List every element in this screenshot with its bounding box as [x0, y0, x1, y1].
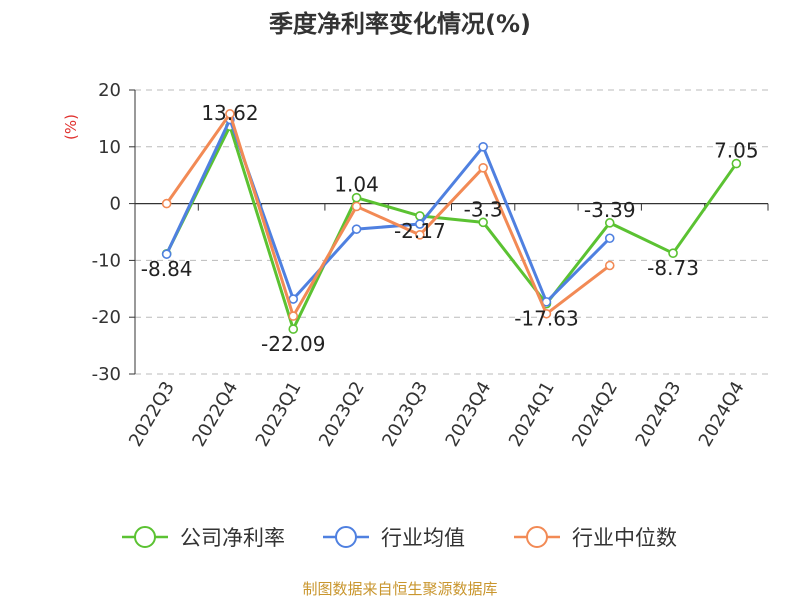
data-point	[541, 308, 552, 319]
x-tick-label: 2022Q4	[188, 378, 242, 450]
y-axis-unit-label: (%)	[62, 114, 80, 140]
x-tick-label: 2022Q3	[125, 378, 179, 450]
y-tick-label: 0	[110, 194, 121, 215]
chart-title: 季度净利率变化情况(%)	[269, 10, 531, 38]
data-point	[478, 217, 488, 228]
x-tick-labels: 2022Q3 2022Q4 2023Q1 2023Q2 2023Q3 2023Q4 2024…	[125, 378, 749, 450]
series-line	[165, 112, 611, 318]
data-point	[478, 163, 488, 173]
data-point	[351, 224, 362, 234]
data-point	[225, 109, 235, 119]
legend-marker	[335, 526, 357, 548]
legend-label: 公司净利率	[180, 526, 285, 550]
y-tick-label: -10	[92, 250, 121, 271]
data-point	[604, 260, 615, 271]
y-tick-label: -30	[92, 364, 121, 385]
data-point	[415, 230, 425, 240]
series-1	[161, 114, 615, 307]
data-point	[604, 218, 615, 228]
legend-marker	[526, 526, 548, 548]
data-label: 1.04	[334, 173, 379, 197]
grid-lines	[135, 89, 768, 375]
data-point	[604, 233, 615, 244]
data-label: -2.17	[394, 219, 446, 243]
legend-item-1: 行业均值	[323, 526, 465, 550]
data-point	[161, 249, 172, 259]
data-point	[351, 201, 362, 212]
legend-item-2: 行业中位数	[514, 526, 677, 550]
x-tick-label: 2023Q1	[252, 378, 306, 450]
data-point	[478, 142, 488, 152]
data-label: -17.63	[514, 307, 578, 331]
data-label: 7.05	[714, 139, 759, 163]
legend: 公司净利率 行业均值 行业中位数	[122, 526, 677, 550]
legend-item-0: 公司净利率	[122, 526, 285, 550]
data-label: -3.3	[464, 197, 503, 221]
x-tick-label: 2023Q2	[315, 378, 369, 450]
x-tick-label: 2023Q3	[378, 378, 432, 450]
data-point	[161, 198, 172, 209]
legend-label: 行业中位数	[572, 526, 677, 550]
data-point	[288, 324, 299, 334]
data-label: -22.09	[261, 332, 325, 356]
data-label: 13.62	[201, 101, 258, 125]
data-label: -8.84	[141, 257, 193, 281]
series-2	[161, 109, 615, 321]
y-tick-label: 20	[98, 80, 121, 101]
x-tick-label: 2023Q4	[442, 378, 496, 450]
data-point	[731, 158, 742, 169]
data-point	[288, 294, 299, 304]
legend-marker	[134, 526, 156, 548]
series-line	[165, 124, 738, 331]
series-lines	[161, 109, 742, 334]
data-point	[288, 311, 299, 321]
x-tick-label: 2024Q2	[568, 378, 622, 450]
data-source-note: 制图数据来自恒生聚源数据库	[302, 580, 497, 598]
series-0	[161, 121, 742, 334]
x-tick-label: 2024Q1	[505, 378, 559, 450]
data-point	[415, 219, 425, 229]
data-label: -8.73	[647, 256, 699, 280]
data-labels: -8.84 13.62 -22.09 1.04 -2.17 -3.3 -17.63 -3.39…	[141, 101, 759, 356]
x-tick-label: 2024Q4	[695, 378, 749, 450]
data-point	[668, 248, 678, 258]
x-tick-label: 2024Q3	[631, 378, 685, 450]
y-tick-label: -20	[92, 307, 121, 328]
y-tick-labels: 20 10 0 -10 -20 -30	[92, 80, 121, 385]
y-tick-label: 10	[98, 137, 121, 158]
data-label: -3.39	[584, 198, 636, 222]
legend-label: 行业均值	[381, 526, 465, 550]
